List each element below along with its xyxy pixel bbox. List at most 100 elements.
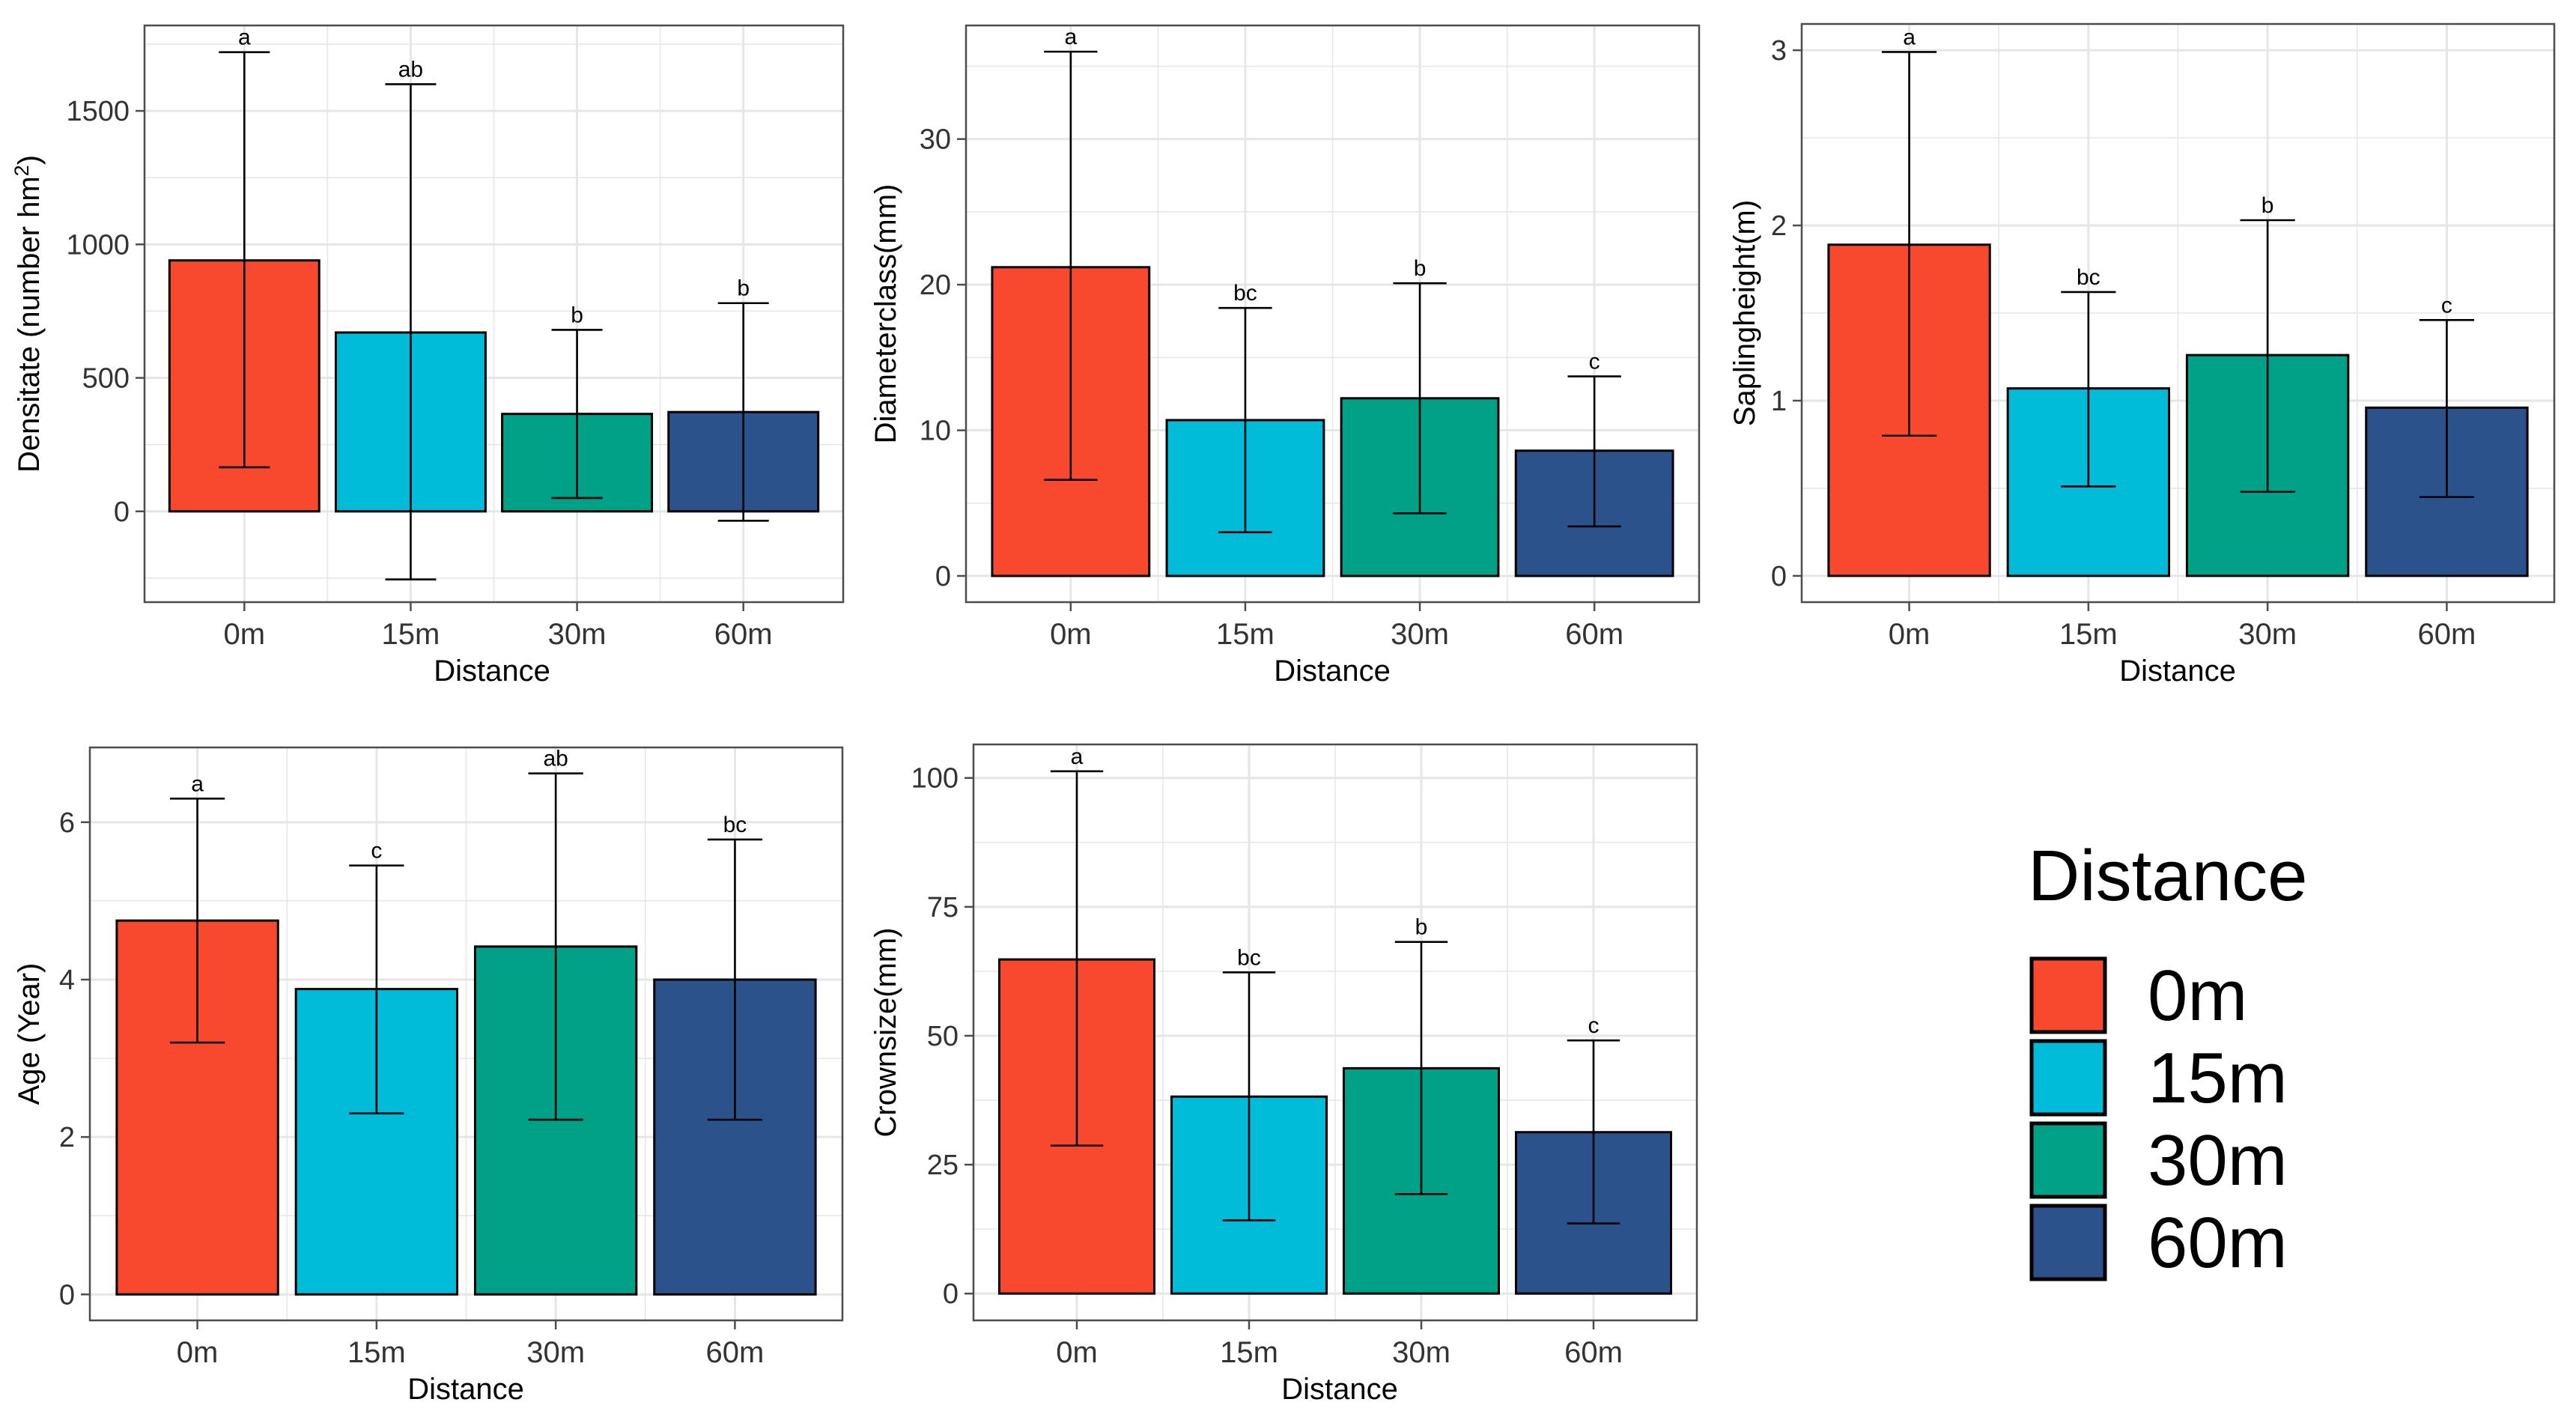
x-tick-label: 0m <box>1056 1336 1098 1369</box>
y-tick-label: 4 <box>59 965 75 996</box>
y-tick-label: 0 <box>935 561 951 592</box>
x-tick-label: 15m <box>1220 1336 1278 1369</box>
y-tick-label: 25 <box>927 1150 959 1181</box>
y-axis-title-superscript: 2 <box>10 165 33 176</box>
y-axis-title: Saplingheight(m) <box>1728 200 1761 426</box>
significance-letter: a <box>1065 25 1078 49</box>
chart-panel-1: a ab b b 0 500 1000 1500 0m 15m 30m 60m Distance Dens… <box>10 24 845 688</box>
significance-letter: ab <box>398 57 423 82</box>
y-axis-title-main: Densitate (number hm <box>13 176 46 473</box>
x-tick-label: 60m <box>714 618 773 651</box>
y-tick-label: 20 <box>920 270 951 301</box>
x-tick-label: 0m <box>1050 618 1092 651</box>
panel-border <box>965 24 1701 604</box>
panel-border <box>143 24 845 604</box>
x-tick-label: 15m <box>347 1336 406 1369</box>
y-axis-title-main: Age (Year) <box>13 963 46 1105</box>
y-tick-label: 0 <box>59 1279 75 1311</box>
x-tick-label: 0m <box>1889 618 1931 651</box>
significance-letter: bc <box>1233 281 1257 306</box>
y-axis-title-main: Saplingheight(m) <box>1728 200 1761 426</box>
y-tick-label: 0 <box>943 1278 959 1310</box>
y-tick-label: 0 <box>1771 561 1787 592</box>
panel-border <box>972 743 1698 1322</box>
y-tick-label: 10 <box>920 416 951 447</box>
significance-letter: bc <box>2077 265 2100 290</box>
x-tick-label: 60m <box>1564 1336 1623 1369</box>
legend-key-30m <box>2029 1121 2107 1199</box>
significance-letter: c <box>1588 1013 1600 1038</box>
significance-letter: b <box>571 303 583 327</box>
x-tick-label: 0m <box>177 1336 219 1369</box>
x-tick-label: 30m <box>1391 618 1449 651</box>
x-tick-label: 30m <box>526 1336 585 1369</box>
y-tick-label: 500 <box>82 363 130 395</box>
significance-letter: a <box>1071 744 1084 769</box>
x-tick-label: 30m <box>2238 618 2297 651</box>
x-tick-label: 0m <box>223 618 265 651</box>
x-axis-title: Distance <box>434 655 550 688</box>
y-tick-label: 1000 <box>66 229 130 261</box>
significance-letter: bc <box>1237 945 1261 970</box>
x-tick-label: 30m <box>1392 1336 1450 1369</box>
y-axis-title-close: ) <box>13 155 46 165</box>
significance-letter: b <box>1415 915 1428 940</box>
significance-letter: ab <box>543 747 568 771</box>
y-axis-title: Crownsize(mm) <box>869 928 902 1138</box>
significance-letter: b <box>737 276 750 301</box>
legend-key-15m <box>2029 1039 2107 1117</box>
panel-border <box>88 746 844 1322</box>
y-tick-label: 6 <box>59 807 75 839</box>
significance-letter: b <box>2261 193 2274 218</box>
x-axis-title: Distance <box>1274 655 1391 688</box>
x-tick-label: 15m <box>1216 618 1275 651</box>
significance-letter: c <box>1589 350 1600 374</box>
panel-border <box>1800 22 2556 604</box>
y-axis-title: Densitate (number hm2) <box>10 155 46 473</box>
legend-key-60m <box>2029 1204 2107 1281</box>
y-tick-label: 2 <box>59 1122 75 1153</box>
y-tick-label: 100 <box>911 763 959 795</box>
significance-letter: a <box>191 771 204 796</box>
x-axis-title: Distance <box>1281 1373 1398 1406</box>
x-tick-label: 15m <box>382 618 440 651</box>
y-tick-label: 75 <box>927 892 959 923</box>
significance-letter: bc <box>723 813 747 837</box>
x-tick-label: 60m <box>2418 618 2476 651</box>
x-axis-title: Distance <box>2119 655 2236 688</box>
legend-title: Distance <box>2028 836 2308 916</box>
y-tick-label: 50 <box>927 1021 959 1052</box>
significance-letter: a <box>238 25 251 50</box>
y-tick-label: 30 <box>920 124 951 156</box>
x-tick-label: 60m <box>706 1336 765 1369</box>
legend-label-60m: 60m <box>2148 1203 2288 1283</box>
legend-label-15m: 15m <box>2148 1038 2288 1118</box>
y-tick-label: 1 <box>1771 386 1787 417</box>
significance-letter: c <box>371 839 382 864</box>
y-tick-label: 0 <box>114 497 130 528</box>
y-tick-label: 1500 <box>66 96 130 127</box>
x-tick-label: 15m <box>2059 618 2118 651</box>
legend-label-30m: 30m <box>2148 1120 2288 1201</box>
y-axis-title: Age (Year) <box>13 963 46 1105</box>
y-axis-title-main: Crownsize(mm) <box>869 928 902 1138</box>
y-tick-label: 2 <box>1771 210 1787 242</box>
x-tick-label: 60m <box>1565 618 1623 651</box>
y-tick-label: 3 <box>1771 35 1787 67</box>
y-axis-title-main: Diameterclass(mm) <box>869 184 902 444</box>
x-tick-label: 30m <box>548 618 607 651</box>
significance-letter: a <box>1903 25 1916 49</box>
y-axis-title: Diameterclass(mm) <box>869 184 902 444</box>
legend-label-0m: 0m <box>2148 956 2247 1036</box>
significance-letter: b <box>1414 256 1427 281</box>
x-axis-title: Distance <box>407 1373 524 1406</box>
significance-letter: c <box>2441 293 2452 318</box>
